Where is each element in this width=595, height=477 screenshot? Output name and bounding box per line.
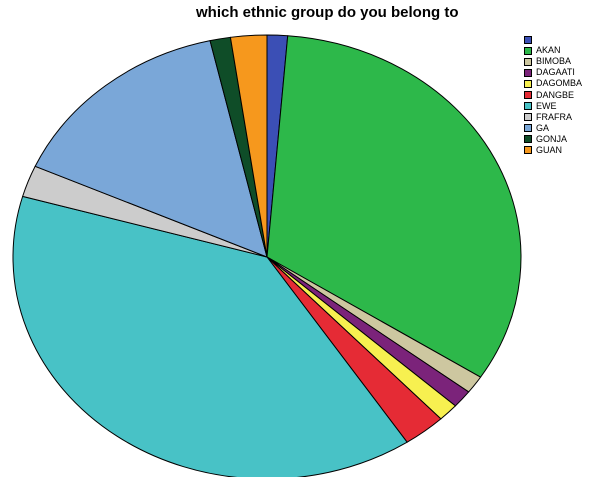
legend-swatch <box>524 57 532 66</box>
legend-item-bimoba: BIMOBA <box>524 56 582 67</box>
legend-item-ewe: EWE <box>524 101 582 112</box>
pie-slice-akan <box>266 35 522 378</box>
legend-item-dagomba: DAGOMBA <box>524 78 582 89</box>
legend-item-dangbe: DANGBE <box>524 89 582 100</box>
legend-label: DANGBE <box>536 89 575 100</box>
legend-swatch <box>524 124 532 133</box>
legend-label: GA <box>536 122 550 133</box>
legend-swatch <box>524 102 532 111</box>
legend-label: DAGOMBA <box>536 78 583 89</box>
legend-swatch <box>524 146 532 155</box>
chart-title: which ethnic group do you belong to <box>196 4 459 21</box>
legend-label: GUAN <box>536 144 563 155</box>
legend-swatch <box>524 68 532 77</box>
pie-slice-guan <box>229 34 268 258</box>
legend-swatch <box>524 113 532 122</box>
legend-swatch <box>524 46 532 55</box>
legend-item-ga: GA <box>524 123 582 134</box>
legend-label: BIMOBA <box>536 56 572 67</box>
legend-swatch <box>524 35 532 44</box>
pie-slice-ga <box>34 40 268 258</box>
legend-swatch <box>524 91 532 100</box>
legend-item-frafra: FRAFRA <box>524 112 582 123</box>
pie-slices <box>12 34 522 477</box>
legend-item-dagaati: DAGAATI <box>524 67 582 78</box>
legend-label: GONJA <box>536 133 568 144</box>
legend-item-gonja: GONJA <box>524 134 582 145</box>
legend-label: FRAFRA <box>536 111 572 122</box>
legend-item-akan: AKAN <box>524 45 582 56</box>
legend-label: DAGAATI <box>536 67 575 78</box>
legend-label: AKAN <box>536 45 561 56</box>
legend-swatch <box>524 135 532 144</box>
legend: AKAN BIMOBA DAGAATI DAGOMBA DANGBE EWE FRAFRA G… <box>524 34 582 156</box>
legend-swatch <box>524 79 532 88</box>
pie-slice-ewe <box>12 195 408 477</box>
legend-item-guan: GUAN <box>524 145 582 156</box>
legend-label: EWE <box>536 100 557 111</box>
legend-item-unlabeled <box>524 34 582 45</box>
